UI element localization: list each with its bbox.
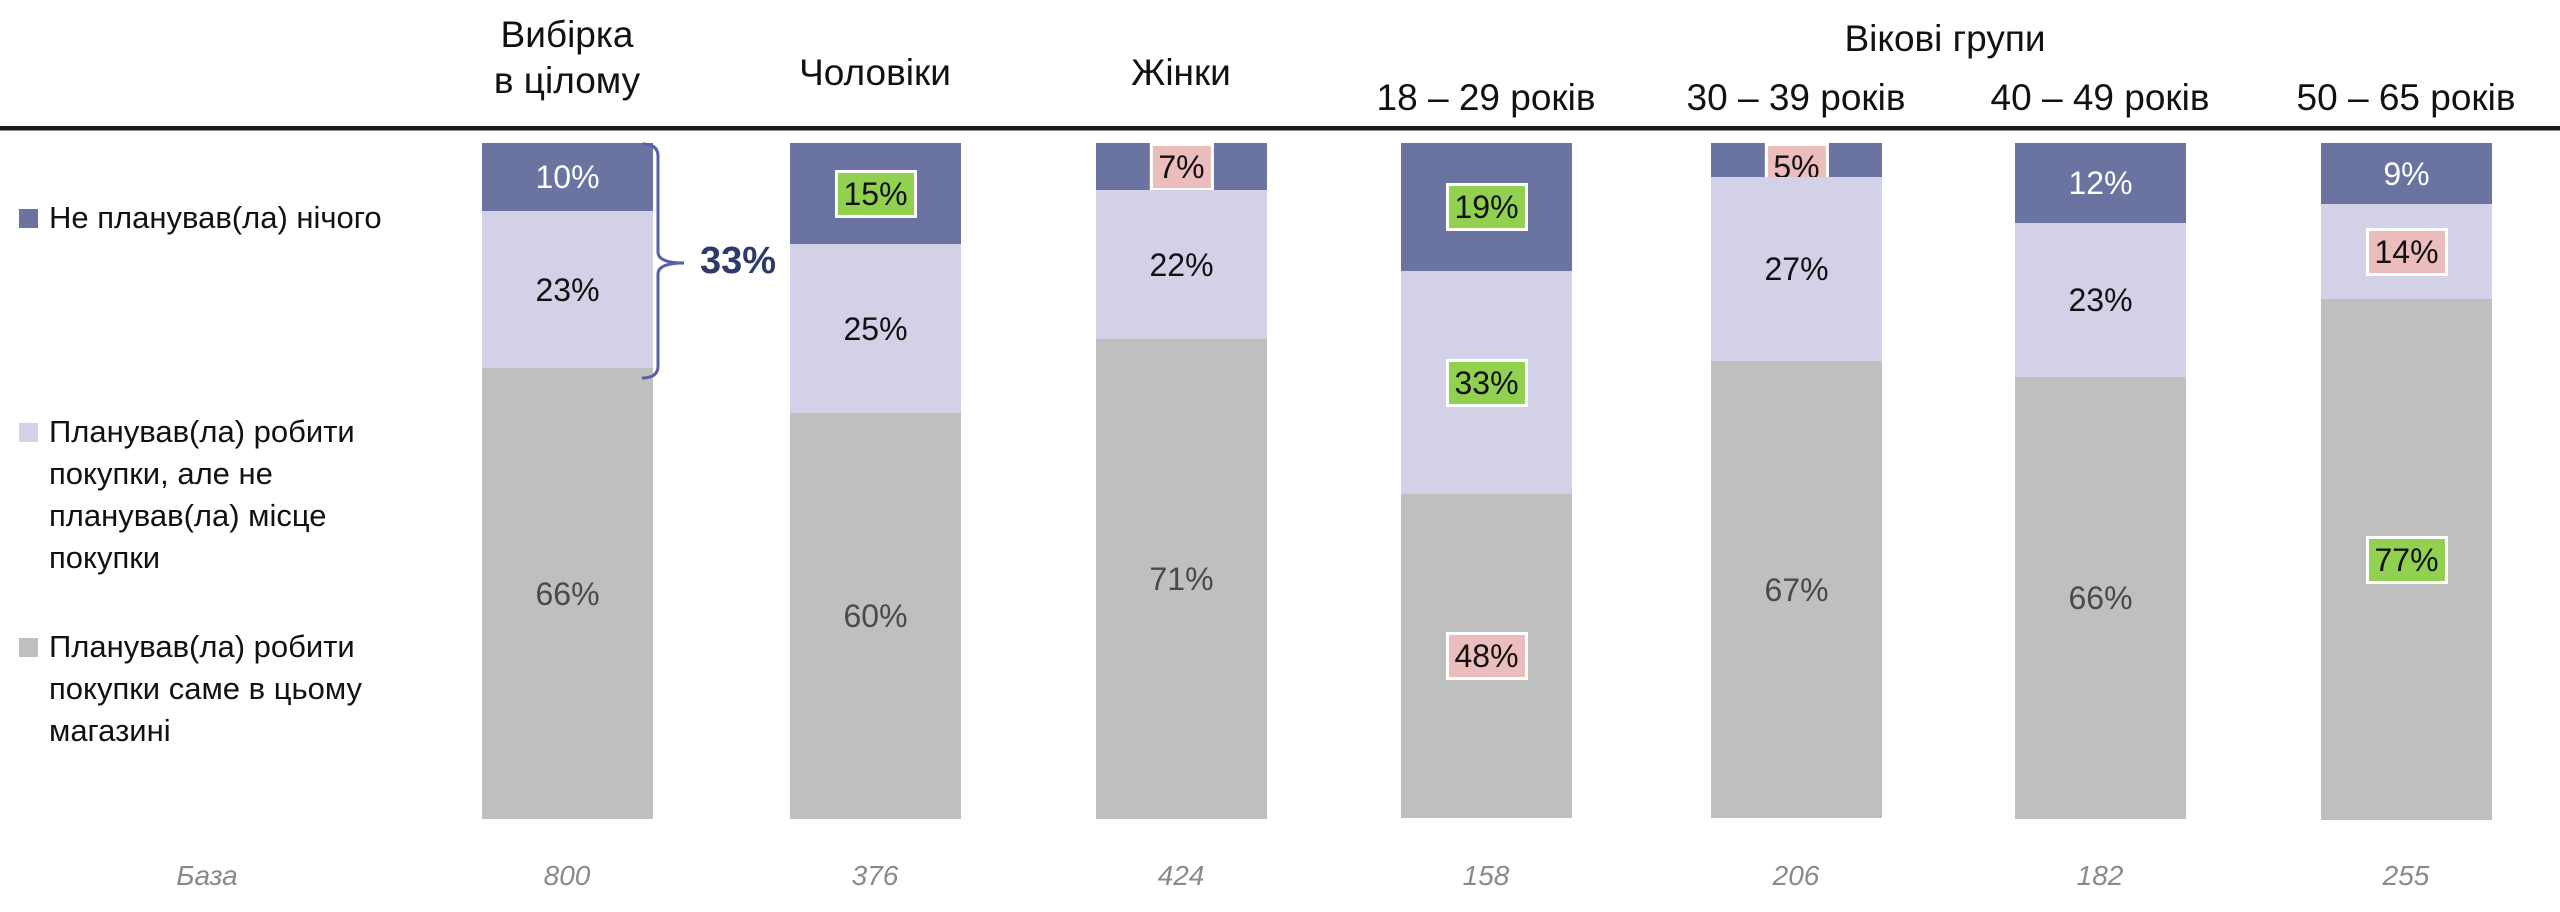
bar-segment-light bbox=[1096, 190, 1267, 339]
bar-segment-light bbox=[2015, 223, 2186, 377]
bracket-total-label: 33% bbox=[700, 240, 777, 282]
value-label: 22% bbox=[1149, 246, 1214, 283]
value-label: 27% bbox=[1764, 251, 1829, 287]
bar-segment-light bbox=[482, 211, 653, 368]
bar-segment-gray bbox=[790, 413, 961, 819]
age-group-title: Вікові групи bbox=[1844, 18, 2046, 59]
legend-line: планував(ла) місце bbox=[49, 498, 327, 533]
value-label: 10% bbox=[535, 159, 600, 195]
value-label: 67% bbox=[1764, 571, 1829, 608]
highlighted-value-label: 7% bbox=[1149, 143, 1214, 191]
legend-swatch-dark bbox=[19, 209, 38, 228]
bar-segment-gray bbox=[2015, 377, 2186, 819]
legend-label: Планував(ла) робити покупки саме в цьому… bbox=[49, 626, 429, 752]
column-header-age-18-29: 18 – 29 років bbox=[1376, 77, 1596, 118]
base-value: 800 bbox=[543, 860, 591, 891]
bar-column: 10% 23% 66% bbox=[482, 143, 653, 819]
bar-column: 12% 23% 66% bbox=[2015, 143, 2186, 819]
column-header-total: Вибірка в цілому bbox=[494, 12, 640, 104]
highlighted-value-label: 19% bbox=[1445, 183, 1528, 231]
highlighted-value-label: 33% bbox=[1445, 358, 1528, 407]
legend-line: покупки саме в цьому bbox=[49, 671, 363, 706]
value-label: 66% bbox=[2068, 580, 2133, 616]
bar-column: 5% 27% 67% bbox=[1711, 143, 1882, 819]
bar-segment-dark bbox=[2321, 143, 2492, 204]
bar-column: 9% 14% 77% bbox=[2321, 143, 2492, 820]
legend-line: Планував(ла) робити bbox=[49, 629, 355, 664]
base-value: 376 bbox=[851, 860, 899, 891]
legend-line: Планував(ла) робити bbox=[49, 414, 355, 449]
bar-segment-gray bbox=[482, 368, 653, 819]
header-line: в цілому bbox=[493, 60, 641, 101]
highlighted-value-label: 15% bbox=[834, 169, 917, 218]
column-header-age-50-65: 50 – 65 років bbox=[2296, 77, 2516, 118]
value-label: 12% bbox=[2068, 165, 2133, 201]
value-label: 25% bbox=[843, 310, 908, 347]
column-header-age-40-49: 40 – 49 років bbox=[1990, 77, 2210, 118]
bar-segment-dark bbox=[482, 143, 653, 211]
value-label: 23% bbox=[535, 271, 600, 308]
value-label: 23% bbox=[2068, 282, 2133, 318]
bar-segment-light bbox=[790, 244, 961, 413]
highlighted-value-label: 77% bbox=[2365, 535, 2448, 584]
base-value: 158 bbox=[1462, 860, 1510, 891]
legend-swatch-light bbox=[19, 423, 38, 442]
highlighted-value-label: 14% bbox=[2365, 227, 2448, 276]
bar-segment-dark bbox=[2015, 143, 2186, 223]
legend-line: покупки, але не bbox=[49, 456, 273, 491]
column-header-age-30-39: 30 – 39 років bbox=[1686, 77, 1906, 118]
value-label: 9% bbox=[2383, 155, 2430, 192]
header-divider bbox=[0, 126, 2560, 131]
legend-label: Не планував(ла) нічого bbox=[49, 200, 382, 235]
base-value: 424 bbox=[1157, 860, 1205, 891]
base-value: 255 bbox=[2382, 860, 2430, 891]
base-label: База bbox=[176, 860, 238, 891]
legend-swatch-gray bbox=[19, 638, 38, 657]
base-value: 206 bbox=[1772, 860, 1820, 891]
value-label: 60% bbox=[843, 598, 908, 634]
base-value: 182 bbox=[2076, 860, 2124, 891]
legend-label: Планував(ла) робити покупки, але не план… bbox=[49, 411, 429, 579]
bar-segment-light bbox=[1711, 177, 1882, 361]
bar-column: 15% 25% 60% bbox=[790, 143, 961, 819]
column-header-women: Жінки bbox=[1131, 52, 1231, 93]
bar-column: 7% 22% 71% bbox=[1096, 143, 1267, 819]
column-header-men: Чоловіки bbox=[799, 52, 951, 93]
bar-segment-gray bbox=[1711, 361, 1882, 818]
legend-line: покупки bbox=[49, 540, 161, 575]
value-label: 66% bbox=[535, 575, 600, 612]
bracket-icon bbox=[641, 142, 685, 380]
value-label: 71% bbox=[1149, 561, 1214, 597]
bar-column: 19% 33% 48% bbox=[1401, 143, 1572, 819]
highlighted-value-label: 48% bbox=[1445, 632, 1528, 680]
header-line: Вибірка bbox=[500, 14, 634, 55]
legend-line: магазині bbox=[49, 713, 171, 748]
bar-segment-gray bbox=[1096, 339, 1267, 819]
